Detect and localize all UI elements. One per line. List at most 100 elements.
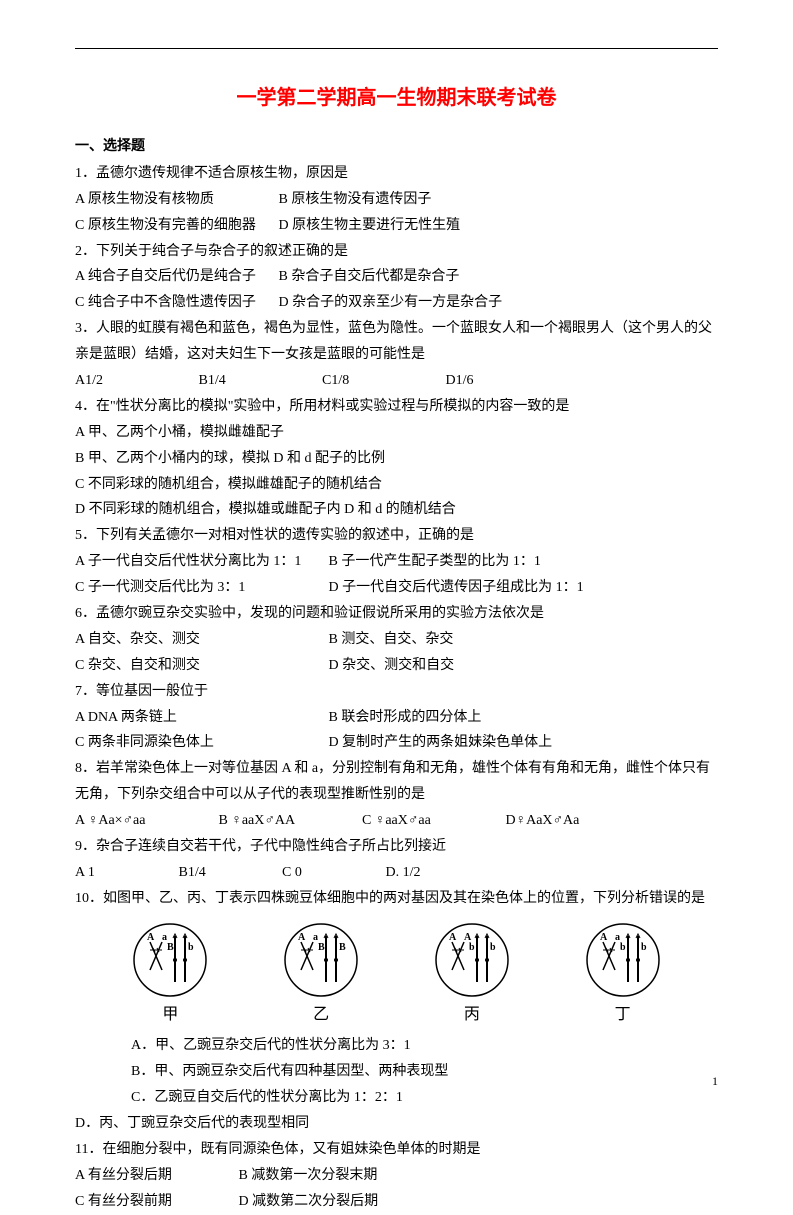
question-6-stem: 6．孟德尔豌豆杂交实验中，发现的问题和验证假说所采用的实验方法依次是 <box>75 601 718 627</box>
q7-option-c: C 两条非同源染色体上 <box>75 730 325 756</box>
svg-text:b: b <box>188 942 194 953</box>
cell-label-jia: 甲 <box>120 1000 220 1030</box>
svg-text:b: b <box>620 942 626 953</box>
q9-option-a: A 1 <box>75 860 175 886</box>
svg-text:A: A <box>147 932 155 943</box>
svg-text:b: b <box>641 942 647 953</box>
q8-option-b: B ♀aaX♂AA <box>219 808 359 834</box>
q10-option-a: A．甲、乙豌豆杂交后代的性状分离比为 3：1 <box>75 1033 718 1059</box>
q5-option-a: A 子一代自交后代性状分离比为 1：1 <box>75 549 325 575</box>
q5-option-c: C 子一代测交后代比为 3：1 <box>75 575 325 601</box>
question-11-options-row2: C 有丝分裂前期 D 减数第二次分裂后期 <box>75 1189 718 1215</box>
q5-option-b: B 子一代产生配子类型的比为 1：1 <box>329 549 541 575</box>
q1-option-a: A 原核生物没有核物质 <box>75 187 275 213</box>
q2-option-a: A 纯合子自交后代仍是纯合子 <box>75 264 275 290</box>
svg-text:A: A <box>298 932 306 943</box>
question-11-options-row1: A 有丝分裂后期 B 减数第一次分裂末期 <box>75 1163 718 1189</box>
q10-option-b: B．甲、丙豌豆杂交后代有四种基因型、两种表现型 <box>75 1059 718 1085</box>
q8-option-a: A ♀Aa×♂aa <box>75 808 215 834</box>
q11-option-c: C 有丝分裂前期 <box>75 1189 235 1215</box>
q11-option-b: B 减数第一次分裂末期 <box>239 1163 378 1189</box>
question-3-options: A1/2 B1/4 C1/8 D1/6 <box>75 368 718 394</box>
svg-text:B: B <box>318 942 325 953</box>
q9-option-c: C 0 <box>282 860 382 886</box>
cell-label-yi: 乙 <box>271 1000 371 1030</box>
q4-option-b: B 甲、乙两个小桶内的球，模拟 D 和 d 配子的比例 <box>75 446 718 472</box>
question-4-stem: 4．在"性状分离比的模拟"实验中，所用材料或实验过程与所模拟的内容一致的是 <box>75 394 718 420</box>
q7-option-d: D 复制时产生的两条姐妹染色单体上 <box>329 730 553 756</box>
question-6-options-row1: A 自交、杂交、测交 B 测交、自交、杂交 <box>75 627 718 653</box>
question-7-options-row1: A DNA 两条链上 B 联会时形成的四分体上 <box>75 705 718 731</box>
q3-option-a: A1/2 <box>75 368 195 394</box>
question-8-stem-line1: 8．岩羊常染色体上一对等位基因 A 和 a，分别控制有角和无角，雄性个体有有角和… <box>75 756 718 782</box>
q7-option-a: A DNA 两条链上 <box>75 705 325 731</box>
cell-svg-jia: A a B b <box>120 920 220 998</box>
cell-svg-bing: A A b b <box>422 920 522 998</box>
q2-option-d: D 杂合子的双亲至少有一方是杂合子 <box>279 290 503 316</box>
cell-svg-ding: A a b b <box>573 920 673 998</box>
svg-text:B: B <box>339 942 346 953</box>
question-7-stem: 7．等位基因一般位于 <box>75 679 718 705</box>
svg-text:A: A <box>449 932 457 943</box>
question-9-options: A 1 B1/4 C 0 D. 1/2 <box>75 860 718 886</box>
question-2-options-row1: A 纯合子自交后代仍是纯合子 B 杂合子自交后代都是杂合子 <box>75 264 718 290</box>
exam-title: 一学第二学期高一生物期末联考试卷 <box>75 80 718 117</box>
question-5-options-row1: A 子一代自交后代性状分离比为 1：1 B 子一代产生配子类型的比为 1：1 <box>75 549 718 575</box>
q6-option-d: D 杂交、测交和自交 <box>329 653 455 679</box>
q1-option-c: C 原核生物没有完善的细胞器 <box>75 213 275 239</box>
svg-text:b: b <box>469 942 475 953</box>
q10-option-c: C．乙豌豆自交后代的性状分离比为 1：2：1 <box>75 1085 718 1111</box>
q8-option-d: D♀AaX♂Aa <box>506 808 580 834</box>
cell-diagram-yi: A a B B 乙 <box>271 920 371 1030</box>
svg-text:B: B <box>167 942 174 953</box>
q10-option-d: D．丙、丁豌豆杂交后代的表现型相同 <box>75 1111 718 1137</box>
q3-option-d: D1/6 <box>446 368 474 394</box>
question-8-stem-line2: 无角，下列杂交组合中可以从子代的表现型推断性别的是 <box>75 782 718 808</box>
q8-option-c: C ♀aaX♂aa <box>362 808 502 834</box>
question-2-stem: 2．下列关于纯合子与杂合子的叙述正确的是 <box>75 239 718 265</box>
svg-text:b: b <box>490 942 496 953</box>
question-5-options-row2: C 子一代测交后代比为 3：1 D 子一代自交后代遗传因子组成比为 1：1 <box>75 575 718 601</box>
page-number: 1 <box>712 1070 718 1092</box>
question-10-stem: 10．如图甲、乙、丙、丁表示四株豌豆体细胞中的两对基因及其在染色体上的位置，下列… <box>75 886 718 912</box>
q2-option-c: C 纯合子中不含隐性遗传因子 <box>75 290 275 316</box>
question-3-stem-line1: 3．人眼的虹膜有褐色和蓝色，褐色为显性，蓝色为隐性。一个蓝眼女人和一个褐眼男人（… <box>75 316 718 342</box>
cell-diagram-bing: A A b b 丙 <box>422 920 522 1030</box>
question-10-diagrams: A a B b 甲 A a <box>75 912 718 1034</box>
svg-text:A: A <box>600 932 608 943</box>
q1-option-b: B 原核生物没有遗传因子 <box>279 187 432 213</box>
q1-option-d: D 原核生物主要进行无性生殖 <box>279 213 461 239</box>
question-7-options-row2: C 两条非同源染色体上 D 复制时产生的两条姐妹染色单体上 <box>75 730 718 756</box>
cell-label-bing: 丙 <box>422 1000 522 1030</box>
question-1-options-row1: A 原核生物没有核物质 B 原核生物没有遗传因子 <box>75 187 718 213</box>
cell-diagram-jia: A a B b 甲 <box>120 920 220 1030</box>
question-3-stem-line2: 亲是蓝眼）结婚，这对夫妇生下一女孩是蓝眼的可能性是 <box>75 342 718 368</box>
section-heading: 一、选择题 <box>75 133 718 159</box>
cell-label-ding: 丁 <box>573 1000 673 1030</box>
q11-option-a: A 有丝分裂后期 <box>75 1163 235 1189</box>
q6-option-c: C 杂交、自交和测交 <box>75 653 325 679</box>
question-9-stem: 9．杂合子连续自交若干代，子代中隐性纯合子所占比列接近 <box>75 834 718 860</box>
question-1-options-row2: C 原核生物没有完善的细胞器 D 原核生物主要进行无性生殖 <box>75 213 718 239</box>
q4-option-d: D 不同彩球的随机组合，模拟雄或雌配子内 D 和 d 的随机结合 <box>75 497 718 523</box>
question-11-stem: 11．在细胞分裂中，既有同源染色体，又有姐妹染色单体的时期是 <box>75 1137 718 1163</box>
q11-option-d: D 减数第二次分裂后期 <box>239 1189 379 1215</box>
q2-option-b: B 杂合子自交后代都是杂合子 <box>279 264 460 290</box>
q4-option-c: C 不同彩球的随机组合，模拟雌雄配子的随机结合 <box>75 472 718 498</box>
q3-option-b: B1/4 <box>199 368 319 394</box>
q3-option-c: C1/8 <box>322 368 442 394</box>
q9-option-d: D. 1/2 <box>386 860 421 886</box>
q5-option-d: D 子一代自交后代遗传因子组成比为 1：1 <box>329 575 584 601</box>
question-8-options: A ♀Aa×♂aa B ♀aaX♂AA C ♀aaX♂aa D♀AaX♂Aa <box>75 808 718 834</box>
question-6-options-row2: C 杂交、自交和测交 D 杂交、测交和自交 <box>75 653 718 679</box>
top-border-line <box>75 48 718 49</box>
q4-option-a: A 甲、乙两个小桶，模拟雌雄配子 <box>75 420 718 446</box>
cell-svg-yi: A a B B <box>271 920 371 998</box>
question-1-stem: 1．孟德尔遗传规律不适合原核生物，原因是 <box>75 161 718 187</box>
q6-option-a: A 自交、杂交、测交 <box>75 627 325 653</box>
q7-option-b: B 联会时形成的四分体上 <box>329 705 482 731</box>
cell-diagram-ding: A a b b 丁 <box>573 920 673 1030</box>
q9-option-b: B1/4 <box>179 860 279 886</box>
question-5-stem: 5．下列有关孟德尔一对相对性状的遗传实验的叙述中，正确的是 <box>75 523 718 549</box>
question-2-options-row2: C 纯合子中不含隐性遗传因子 D 杂合子的双亲至少有一方是杂合子 <box>75 290 718 316</box>
